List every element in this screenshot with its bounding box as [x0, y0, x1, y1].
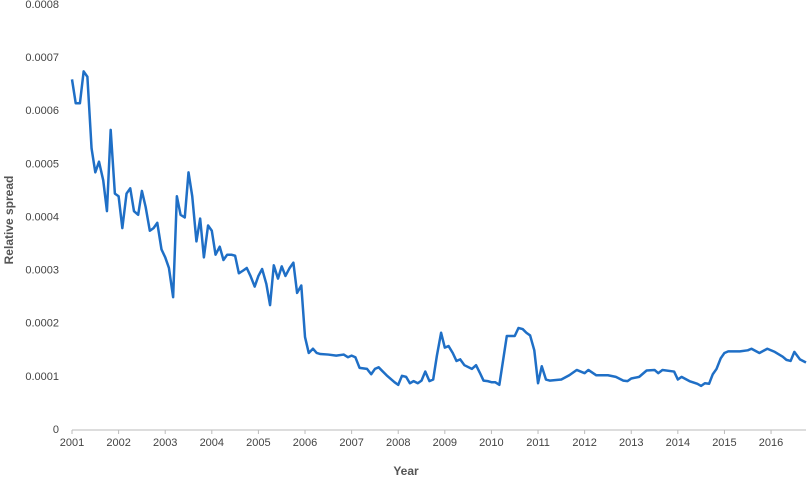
- x-tick-label: 2011: [526, 437, 550, 449]
- y-tick-label: 0.0001: [25, 371, 59, 383]
- x-tick-label: 2015: [712, 437, 736, 449]
- x-tick-label: 2004: [200, 437, 224, 449]
- x-tick-label: 2008: [386, 437, 410, 449]
- x-tick-label: 2006: [293, 437, 317, 449]
- x-axis-label: Year: [393, 464, 419, 478]
- y-axis-label: Relative spread: [2, 176, 16, 265]
- y-tick-label: 0.0002: [25, 318, 59, 330]
- x-tick-label: 2014: [666, 437, 690, 449]
- x-tick-label: 2002: [106, 437, 130, 449]
- y-tick-label: 0: [53, 424, 59, 436]
- x-tick-label: 2005: [246, 437, 270, 449]
- y-tick-label: 0.0006: [25, 105, 59, 117]
- x-tick-label: 2016: [759, 437, 783, 449]
- x-tick-label: 2003: [153, 437, 177, 449]
- x-tick-label: 2010: [479, 437, 503, 449]
- x-tick-label: 2012: [572, 437, 596, 449]
- x-tick-label: 2013: [619, 437, 643, 449]
- data-line: [70, 70, 807, 388]
- x-tick-label: 2009: [433, 437, 457, 449]
- y-tick-label: 0.0003: [25, 265, 59, 277]
- x-tick-label: 2001: [60, 437, 84, 449]
- y-tick-label: 0.0007: [25, 52, 59, 64]
- y-tick-label: 0.0004: [25, 211, 59, 223]
- y-tick-label: 0.0008: [25, 0, 59, 11]
- x-tick-label: 2007: [339, 437, 363, 449]
- y-tick-label: 0.0005: [25, 158, 59, 170]
